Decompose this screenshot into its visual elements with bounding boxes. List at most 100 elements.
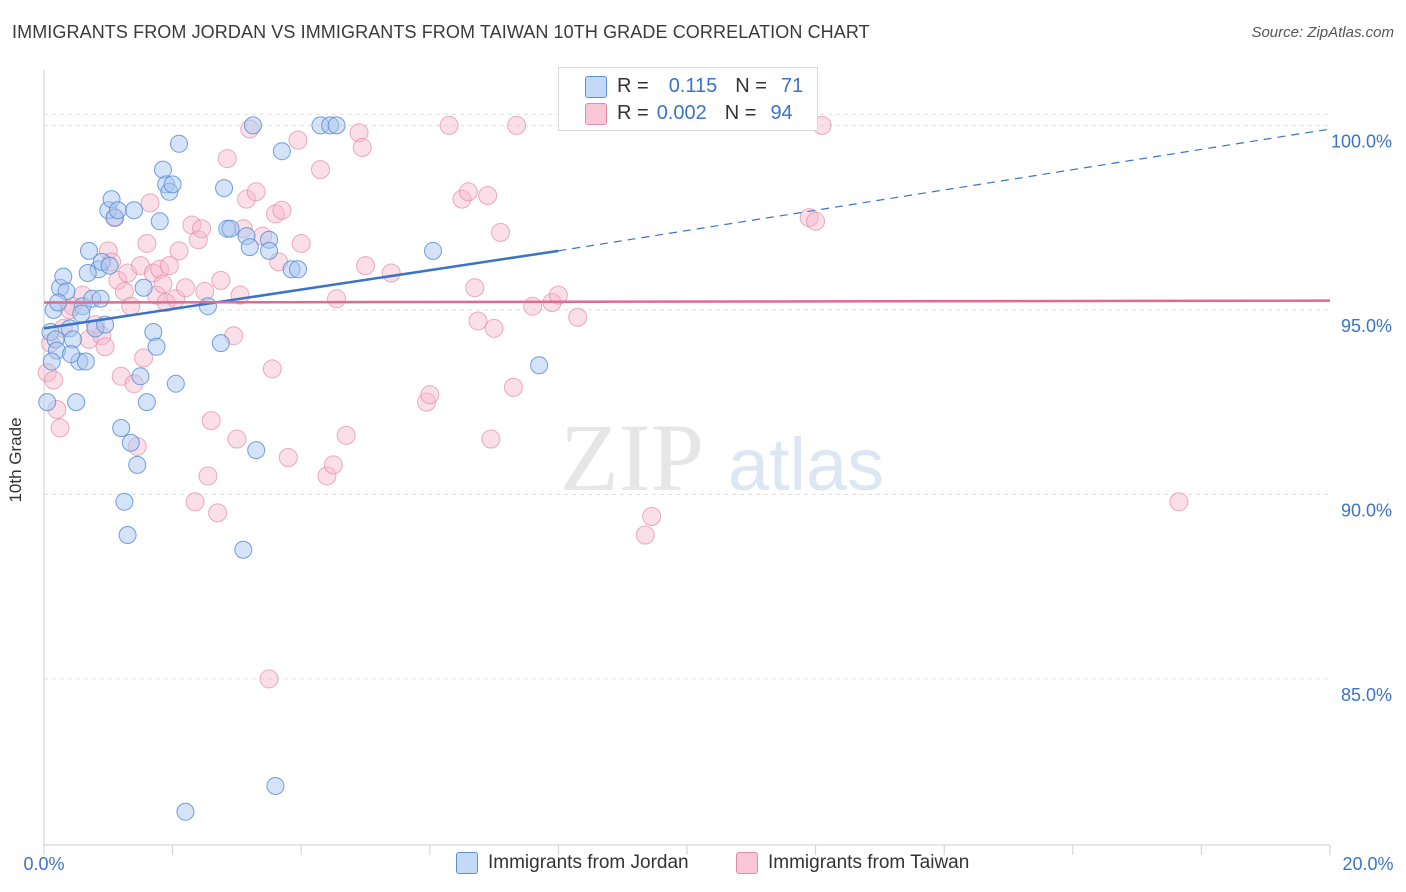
taiwan-point [642, 507, 662, 527]
jordan-point [100, 256, 119, 275]
jordan-point [121, 433, 140, 452]
legend-r-value-jordan: 0.115 [668, 74, 718, 97]
jordan-point [198, 297, 217, 316]
x-tick-label-max: 20.0% [1342, 854, 1393, 874]
jordan-point [67, 393, 86, 412]
series-swatch-jordan [456, 852, 478, 874]
taiwan-point [635, 525, 655, 545]
jordan-point [38, 393, 57, 412]
jordan-point [530, 356, 549, 375]
taiwan-point [208, 503, 228, 523]
legend-n-value-jordan: 71 [780, 74, 804, 97]
legend-r-value-taiwan: 0.002 [656, 101, 707, 124]
jordan-point [234, 540, 253, 559]
taiwan-point [121, 296, 141, 316]
jordan-point [260, 241, 279, 260]
taiwan-points [37, 115, 1189, 689]
taiwan-point [523, 296, 543, 316]
jordan-point [327, 116, 346, 135]
jordan-point [288, 260, 307, 279]
x-tick-label-min: 0.0% [23, 854, 64, 874]
taiwan-point [188, 230, 208, 250]
legend-n-label: N = [735, 74, 767, 97]
jordan-point [112, 418, 131, 437]
taiwan-point [806, 211, 826, 231]
series-label-taiwan: Immigrants from Taiwan [768, 852, 970, 873]
jordan-point [247, 441, 266, 460]
taiwan-point [217, 149, 237, 169]
taiwan-point [150, 259, 170, 279]
taiwan-point [95, 337, 115, 357]
taiwan-point [323, 455, 343, 475]
jordan-point [266, 776, 285, 795]
jordan-point [147, 337, 166, 356]
gridlines [44, 113, 1330, 680]
taiwan-point [278, 448, 298, 467]
jordan-point [62, 345, 81, 364]
taiwan-point [310, 160, 330, 180]
taiwan-point [169, 241, 189, 261]
taiwan-point [153, 274, 173, 294]
taiwan-point [134, 348, 154, 368]
taiwan-point [108, 270, 128, 290]
taiwan-point [381, 263, 401, 283]
taiwan-point [336, 425, 356, 445]
jordan-point [221, 219, 240, 238]
jordan-point [128, 455, 147, 474]
jordan-point [63, 330, 82, 349]
taiwan-point [317, 466, 337, 486]
watermark: ZIP atlas [560, 404, 884, 511]
jordan-point [170, 134, 189, 153]
correlation-legend: R = 0.115 N = 71 R = 0.002 N = 94 [558, 67, 818, 131]
legend-row-taiwan: R = 0.002 N = 94 [617, 100, 793, 126]
jordan-point [91, 289, 110, 308]
taiwan-point [465, 278, 485, 298]
taiwan-trend-line [43, 299, 1331, 304]
taiwan-point [140, 193, 160, 213]
taiwan-point [356, 256, 375, 276]
watermark-zip: ZIP [560, 404, 704, 511]
legend-row-jordan: R = 0.115 N = 71 [617, 73, 803, 99]
legend-n-value-taiwan: 94 [770, 101, 793, 124]
jordan-points [38, 116, 549, 821]
taiwan-point [201, 411, 221, 431]
jordan-point [131, 367, 150, 386]
legend-n-label: N = [724, 101, 757, 124]
taiwan-point [137, 233, 157, 253]
taiwan-point [175, 278, 195, 298]
taiwan-point [291, 233, 311, 253]
series-legend-jordan: Immigrants from Jordan [456, 852, 689, 874]
taiwan-point [185, 492, 205, 512]
taiwan-point [568, 307, 588, 327]
taiwan-point [478, 185, 498, 205]
taiwan-point [503, 377, 523, 397]
taiwan-point [491, 222, 511, 242]
taiwan-point [262, 359, 282, 379]
jordan-point [72, 304, 91, 323]
jordan-point [272, 142, 291, 161]
jordan-point [215, 179, 234, 198]
series-label-jordan: Immigrants from Jordan [488, 852, 689, 873]
taiwan-point [327, 289, 347, 309]
taiwan-point [439, 115, 459, 135]
taiwan-point [192, 219, 212, 239]
legend-r-label: R = [617, 74, 649, 97]
jordan-point [80, 241, 99, 260]
jordan-point [240, 238, 259, 257]
legend-r-label: R = [617, 101, 649, 124]
jordan-point [163, 175, 182, 194]
x-tick-labels: 0.0% 20.0% [23, 854, 1393, 874]
taiwan-point [799, 208, 819, 228]
series-legend-taiwan: Immigrants from Taiwan [736, 852, 969, 874]
taiwan-point [349, 123, 369, 143]
taiwan-point [452, 189, 472, 209]
jordan-trend-extension [558, 128, 1331, 252]
taiwan-point [468, 311, 488, 331]
taiwan-point [159, 256, 179, 276]
taiwan-point [507, 115, 527, 135]
y-axis-title: 10th Grade [6, 417, 25, 503]
taiwan-point [1169, 492, 1189, 512]
chart-source: Source: ZipAtlas.com [1251, 24, 1394, 41]
jordan-point [76, 352, 95, 371]
